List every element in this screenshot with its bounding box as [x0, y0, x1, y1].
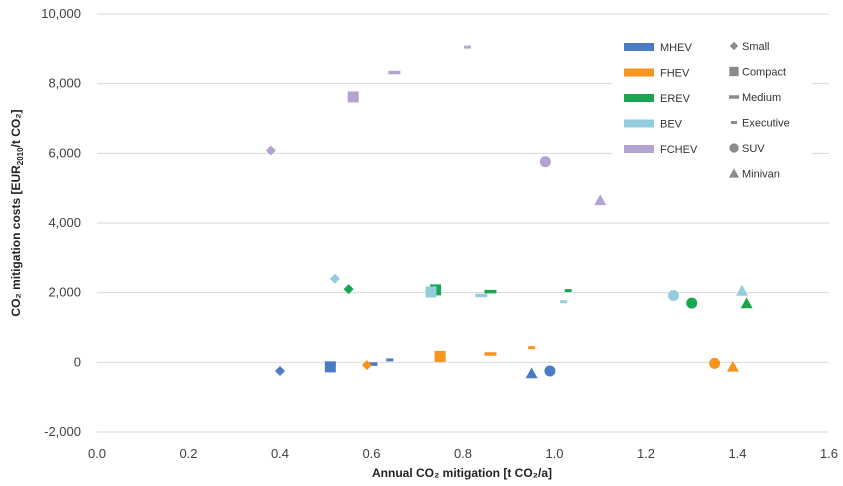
point-erev-suv [686, 297, 698, 309]
y-tick-label: 6,000 [48, 145, 81, 160]
legend-swatch-fchev [624, 145, 654, 153]
x-tick-label: 1.6 [820, 446, 838, 461]
x-tick-label: 1.4 [728, 446, 746, 461]
point-fhev-executive [528, 346, 536, 350]
point-bev-compact [425, 286, 437, 298]
point-fhev-medium [484, 352, 497, 356]
point-fhev-small [361, 360, 372, 371]
y-tick-label: 0 [74, 354, 81, 369]
x-tick-label: 0.2 [179, 446, 197, 461]
point-fhev-suv [709, 357, 721, 369]
legend-label-medium: Medium [742, 92, 781, 104]
legend-label-mhev: MHEV [660, 42, 692, 54]
x-tick-label: 1.0 [545, 446, 563, 461]
point-erev-small [343, 284, 354, 295]
legend-label-small: Small [742, 41, 770, 53]
y-tick-labels: -2,000 0 2,000 4,000 6,000 8,000 10,000 [41, 6, 81, 439]
point-erev-minivan [740, 297, 753, 309]
x-tick-labels: 0.0 0.2 0.4 0.6 0.8 1.0 1.2 1.4 1.6 [88, 446, 838, 461]
point-fchev-suv [539, 156, 551, 168]
point-mhev-suv [544, 365, 556, 377]
y-axis-title-unit: /t CO₂] [9, 109, 23, 147]
y-tick-label: 10,000 [41, 6, 81, 21]
y-tick-label: 4,000 [48, 215, 81, 230]
legend-label-erev: EREV [660, 93, 691, 105]
point-fchev-small [265, 145, 276, 156]
y-axis-title: CO₂ mitigation costs [EUR2010/t CO₂] [9, 109, 25, 316]
y-tick-label: -2,000 [44, 424, 81, 439]
point-erev-executive [564, 289, 572, 293]
legend-label-executive: Executive [742, 118, 790, 130]
point-fhev-minivan [726, 360, 739, 372]
legend-swatch-fhev [624, 68, 654, 77]
legend-label-minivan: Minivan [742, 169, 780, 181]
legend-background [612, 33, 812, 183]
point-fchev-medium [388, 70, 401, 75]
legend-box [612, 33, 812, 183]
legend-marker-compact [729, 66, 739, 77]
legend-marker-medium [728, 95, 740, 99]
data-points [265, 45, 753, 379]
legend-label-suv: SUV [742, 143, 765, 155]
point-bev-minivan [736, 284, 749, 296]
y-tick-label: 8,000 [48, 76, 81, 91]
legend: MHEV FHEV EREV BEV FCHEV Small Compact Medium Ex… [624, 41, 790, 181]
legend-label-bev: BEV [660, 119, 683, 131]
x-axis-title: Annual CO₂ mitigation [t CO₂/a] [372, 466, 552, 480]
legend-swatch-bev [624, 119, 654, 128]
legend-swatch-erev [624, 94, 654, 102]
legend-label-fhev: FHEV [660, 68, 690, 80]
point-bev-small [329, 273, 340, 284]
x-tick-label: 0.6 [362, 446, 380, 461]
y-axis-title-main: CO₂ mitigation costs [EUR [9, 165, 23, 317]
y-tick-label: 2,000 [48, 285, 81, 300]
x-tick-label: 0.0 [88, 446, 106, 461]
legend-marker-minivan [728, 168, 740, 178]
point-bev-suv [667, 289, 679, 301]
point-mhev-minivan [525, 367, 538, 379]
point-fchev-compact [347, 91, 359, 103]
point-mhev-executive [386, 358, 394, 362]
point-mhev-compact [324, 361, 336, 373]
legend-label-fchev: FCHEV [660, 144, 698, 156]
point-mhev-small [275, 366, 285, 377]
point-erev-medium [484, 289, 497, 294]
point-bev-executive [560, 300, 568, 304]
x-tick-label: 0.8 [454, 446, 472, 461]
x-tick-label: 1.2 [637, 446, 655, 461]
point-bev-medium [475, 293, 488, 298]
point-mhev-medium [365, 362, 378, 366]
point-fchev-executive [464, 45, 472, 49]
legend-marker-executive [731, 121, 737, 124]
legend-marker-small [729, 41, 739, 51]
legend-label-compact: Compact [742, 67, 786, 79]
grid-lines [97, 13, 829, 433]
legend-swatch-mhev [624, 43, 654, 51]
y-axis-title-subscript: 2010 [16, 147, 25, 165]
point-fchev-minivan [594, 194, 607, 206]
x-tick-label: 0.4 [271, 446, 289, 461]
legend-marker-suv [729, 143, 739, 153]
point-fhev-compact [434, 350, 446, 362]
